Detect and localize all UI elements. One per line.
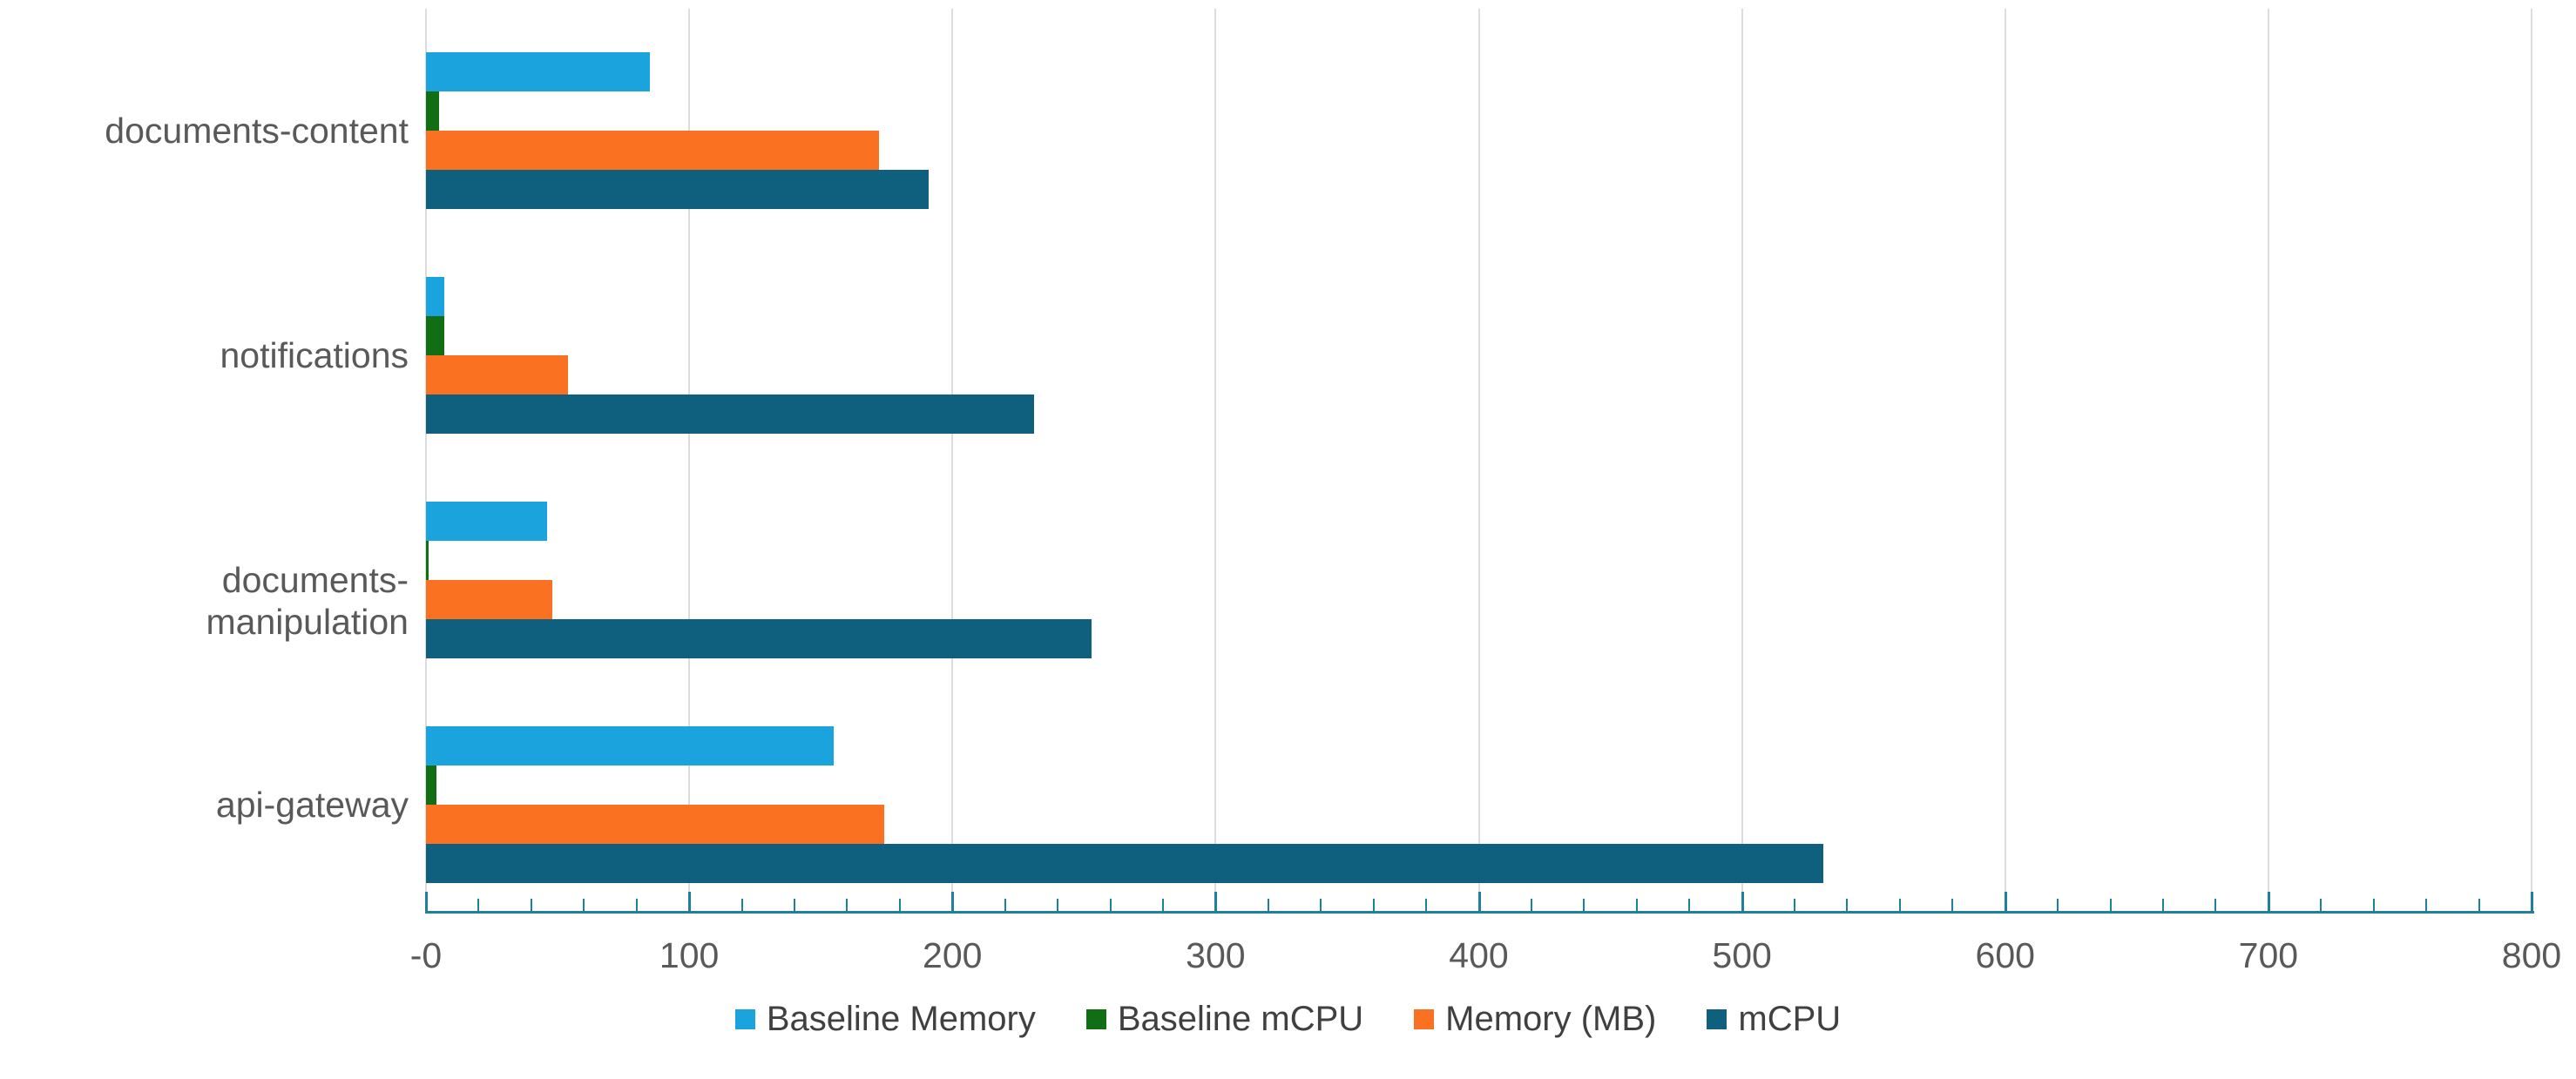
vertical-gridline [1741,9,1743,911]
x-axis-tick-label: 700 [2238,935,2299,975]
x-axis-major-tick [425,892,428,911]
x-axis-minor-tick [1109,899,1112,911]
x-axis-tick-label: 800 [2501,935,2562,975]
x-axis-tick-label: -0 [409,935,443,975]
x-axis-minor-tick [740,899,743,911]
x-axis-tick-label: 300 [1186,935,1246,975]
bar-baseline-memory-documents-manipulation[interactable] [426,502,547,541]
bar-baseline-mcpu-documents-content[interactable] [426,91,440,131]
x-axis-minor-tick [846,899,849,911]
x-axis-minor-tick [1425,899,1428,911]
x-axis-minor-tick [1898,899,1901,911]
x-axis-major-tick [951,892,955,911]
vertical-gridline [688,9,691,911]
bar-mcpu-documents-content[interactable] [426,170,930,209]
x-axis-minor-tick [1372,899,1375,911]
x-axis-major-tick [1477,892,1481,911]
x-axis-major-tick [1214,892,1218,911]
x-axis-major-tick [688,892,692,911]
category-label: documents-content [105,111,409,151]
vertical-gridline [951,9,954,911]
x-axis-line [425,911,2534,914]
bar-memory-mb--notifications[interactable] [426,355,569,395]
legend-item-baseline-mcpu[interactable]: Baseline mCPU [1085,1000,1364,1039]
x-axis-minor-tick [1794,899,1796,911]
category-label: notifications [220,335,409,375]
x-axis-minor-tick [898,899,901,911]
x-axis-minor-tick [1583,899,1585,911]
bar-baseline-memory-notifications[interactable] [426,277,445,316]
legend-label: mCPU [1738,1000,1842,1038]
bar-memory-mb--documents-content[interactable] [426,131,879,170]
x-axis-minor-tick [1635,899,1638,911]
x-axis-minor-tick [635,899,638,911]
legend-swatch-icon [1414,1009,1435,1029]
vertical-gridline [2267,9,2269,911]
chart-legend: Baseline Memory Baseline mCPU Memory (MB) m… [0,1000,2576,1039]
legend-label: Memory (MB) [1445,1000,1657,1038]
x-axis-tick-label: 600 [1975,935,2035,975]
x-axis-minor-tick [2372,899,2375,911]
x-axis-major-tick [1741,892,1744,911]
x-axis-minor-tick [1004,899,1006,911]
bar-baseline-mcpu-api-gateway[interactable] [426,765,437,805]
x-axis-minor-tick [793,899,795,911]
vertical-gridline [1477,9,1480,911]
bar-baseline-memory-documents-content[interactable] [426,52,650,91]
x-axis-minor-tick [2478,899,2480,911]
bar-mcpu-notifications[interactable] [426,395,1034,434]
x-axis-minor-tick [583,899,585,911]
bar-mcpu-documents-manipulation[interactable] [426,619,1092,658]
bar-baseline-mcpu-documents-manipulation[interactable] [426,541,429,580]
bar-baseline-mcpu-notifications[interactable] [426,316,445,355]
x-axis-minor-tick [1161,899,1164,911]
x-axis-minor-tick [2214,899,2217,911]
x-axis-minor-tick [2320,899,2322,911]
legend-label: Baseline Memory [766,1000,1036,1038]
legend-swatch-icon [1707,1009,1727,1029]
x-axis-minor-tick [2162,899,2165,911]
x-axis-minor-tick [1057,899,1059,911]
vertical-gridline [2004,9,2006,911]
x-axis-major-tick [2004,892,2007,911]
bar-baseline-memory-api-gateway[interactable] [426,726,835,765]
x-axis-minor-tick [1846,899,1849,911]
x-axis-minor-tick [1267,899,1269,911]
x-axis-major-tick [2531,892,2533,911]
x-axis-tick-label: 100 [659,935,720,975]
x-axis-tick-label: 500 [1712,935,1772,975]
x-axis-tick-label: 400 [1449,935,1509,975]
legend-item-mcpu[interactable]: mCPU [1707,1000,1841,1039]
category-label: documents-manipulation [206,560,409,642]
bar-mcpu-api-gateway[interactable] [426,844,1824,883]
x-axis-minor-tick [1530,899,1532,911]
legend-swatch-icon [1085,1009,1106,1029]
vertical-gridline [2531,9,2532,911]
x-axis-minor-tick [1320,899,1322,911]
category-label: api-gateway [215,785,409,825]
vertical-gridline [425,9,427,911]
legend-label: Baseline mCPU [1117,1000,1364,1038]
legend-item-memory-mb-[interactable]: Memory (MB) [1414,1000,1656,1039]
x-axis-minor-tick [1951,899,1954,911]
vertical-gridline [1214,9,1217,911]
x-axis-minor-tick [2109,899,2112,911]
x-axis-minor-tick [2425,899,2428,911]
x-axis-minor-tick [2057,899,2059,911]
x-axis-minor-tick [530,899,532,911]
legend-item-baseline-memory[interactable]: Baseline Memory [734,1000,1036,1039]
bar-memory-mb--api-gateway[interactable] [426,805,884,844]
x-axis-major-tick [2267,892,2270,911]
bar-memory-mb--documents-manipulation[interactable] [426,580,553,619]
x-axis-minor-tick [1688,899,1691,911]
legend-swatch-icon [734,1009,755,1029]
x-axis-minor-tick [477,899,480,911]
x-axis-tick-label: 200 [923,935,983,975]
